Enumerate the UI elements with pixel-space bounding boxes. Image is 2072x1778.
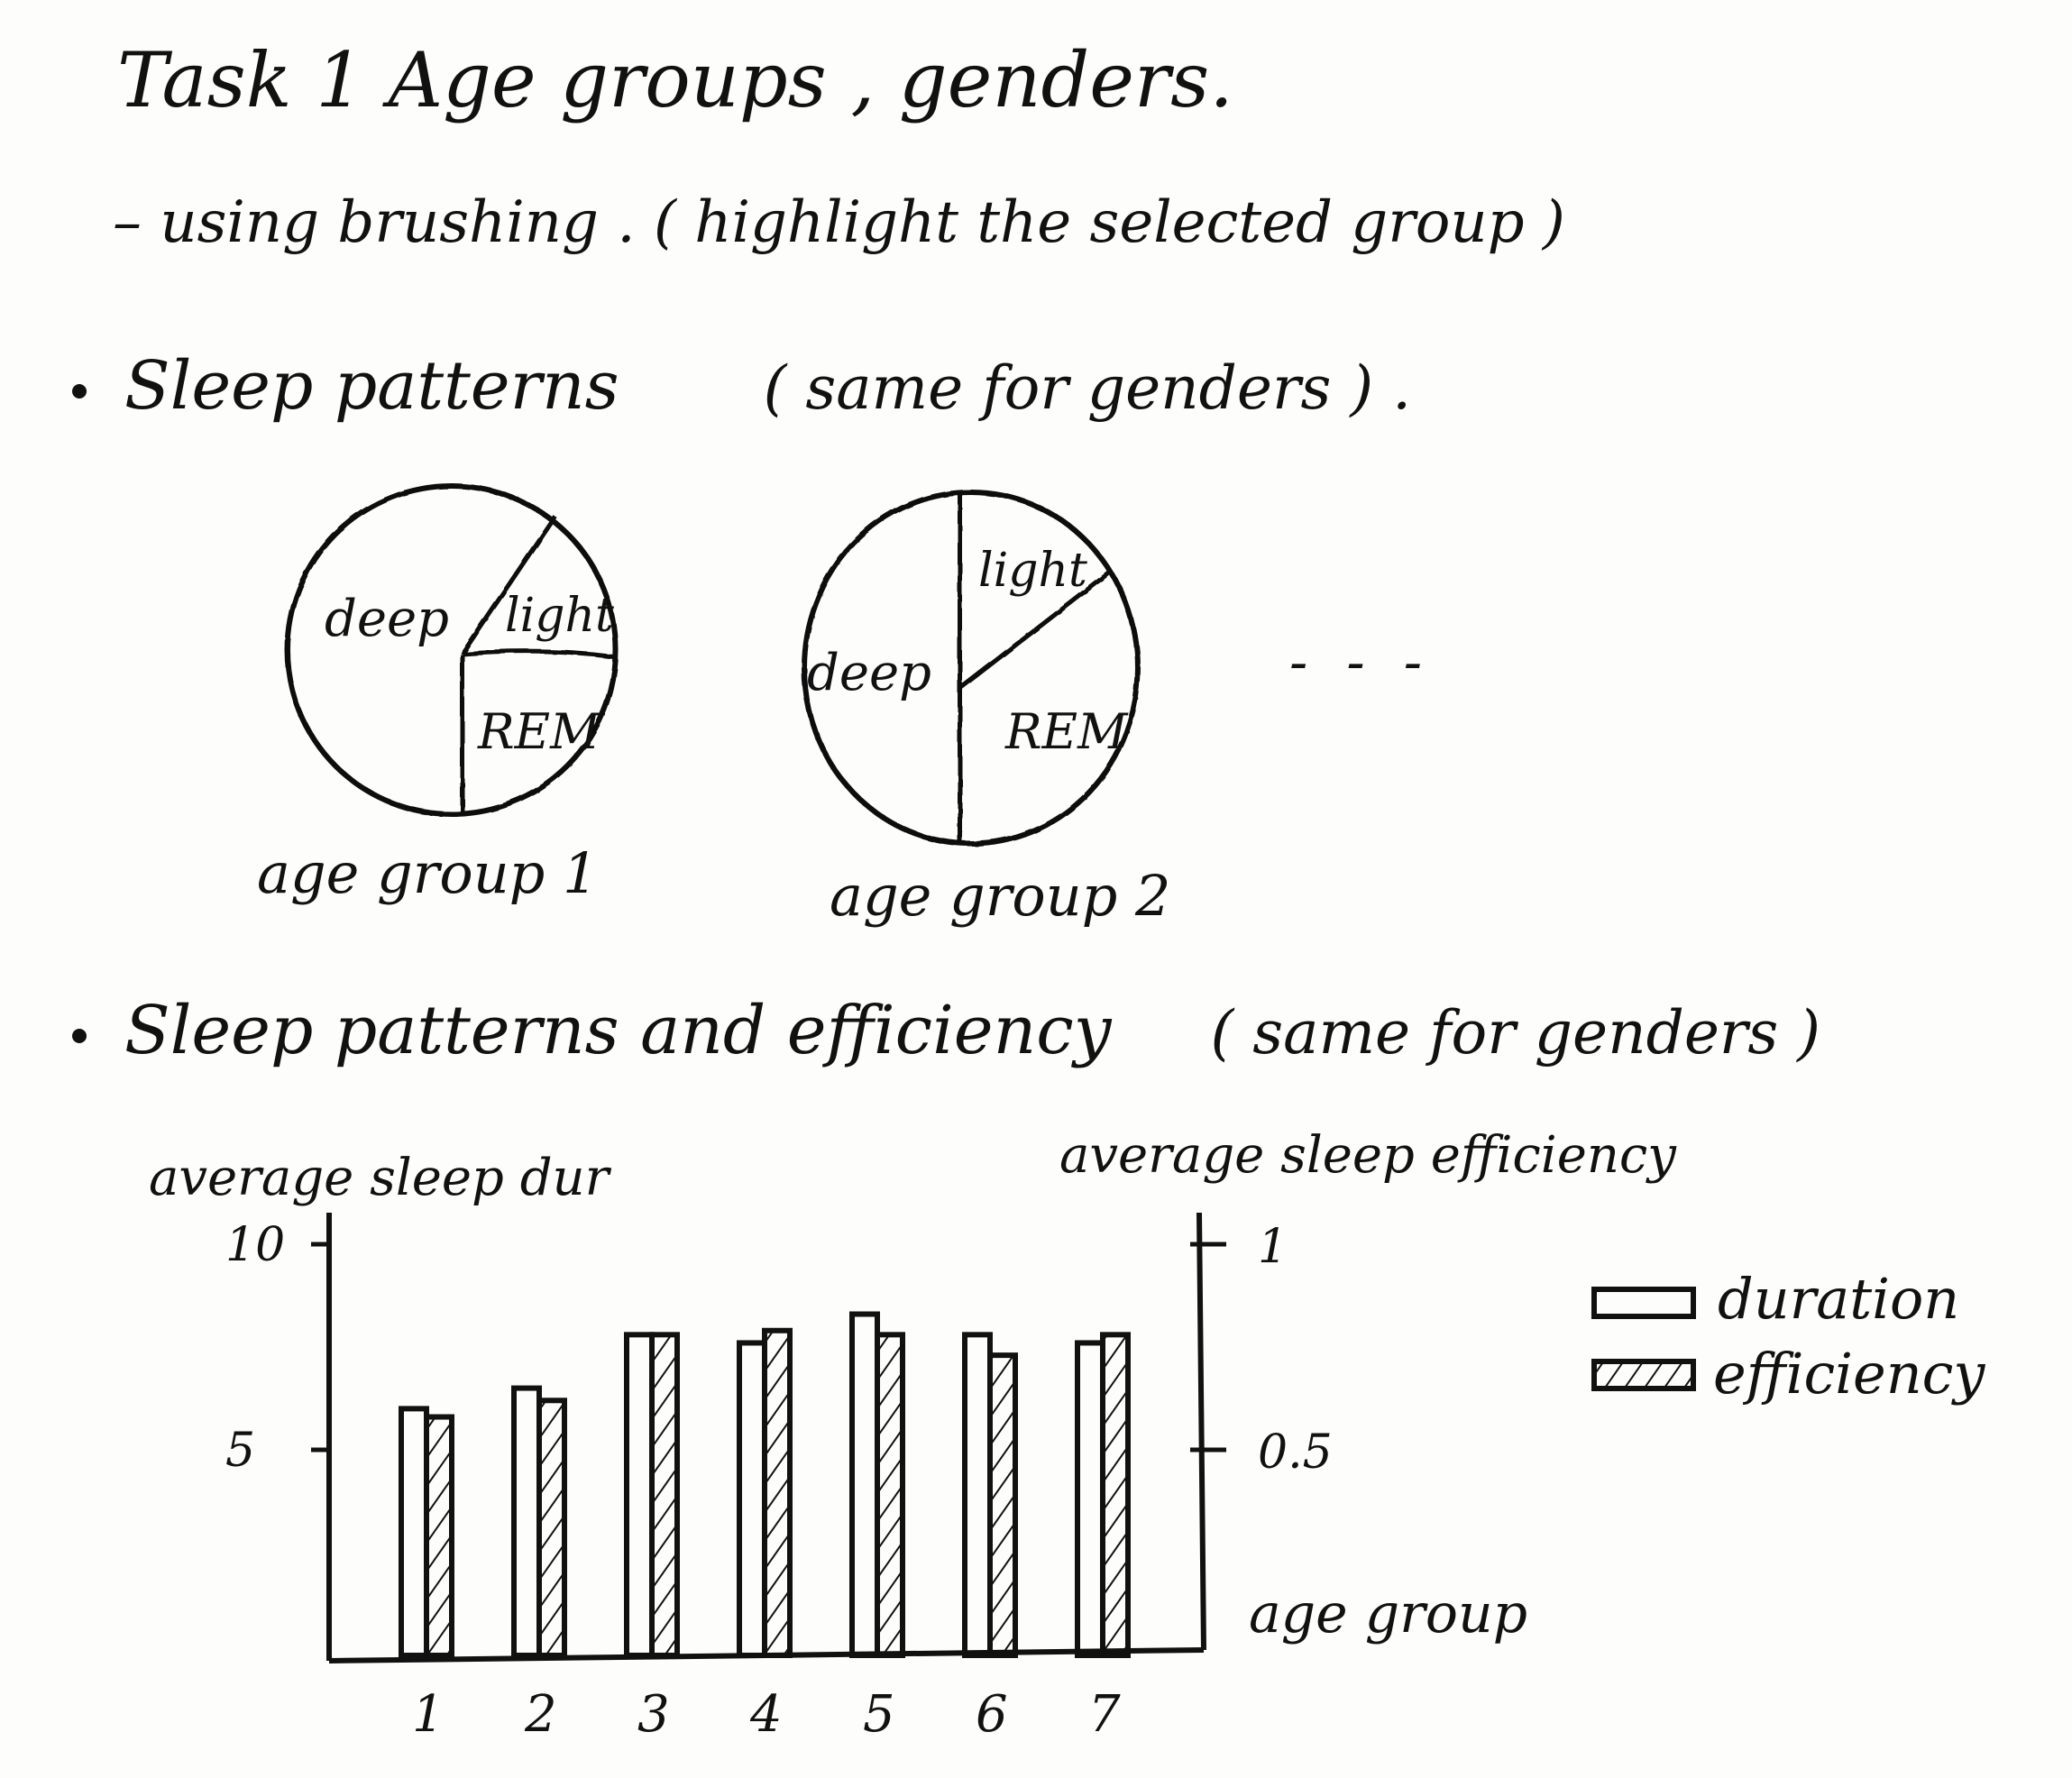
bar-duration [399, 1406, 429, 1659]
pie-age-group-2 [801, 489, 1140, 846]
pie-2-outline [801, 489, 1140, 846]
pie-1-slice-rem: REM [477, 703, 601, 760]
pie-age-group-1 [284, 482, 618, 816]
bar-duration [962, 1332, 993, 1658]
bar-duration [624, 1332, 655, 1658]
pie-1-caption: age group 1 [257, 840, 598, 906]
bar-efficiency [536, 1398, 567, 1659]
bullet-dot [72, 383, 87, 399]
left-axis-label: average sleep dur [149, 1149, 612, 1207]
x-tick-label: 5 [863, 1685, 895, 1744]
pie-2-slice-light: light [978, 544, 1087, 598]
left-tick-label: 5 [225, 1424, 255, 1478]
pie-2-slice-rem: REM [1004, 703, 1129, 760]
x-tick-label: 2 [524, 1685, 557, 1744]
section-sleep-patterns-note: ( same for genders ) . [763, 353, 1412, 423]
bar-efficiency [1100, 1332, 1131, 1658]
legend-label-duration: duration [1718, 1266, 1959, 1332]
page-title: Task 1 Age groups , genders. [117, 36, 1233, 124]
axis-ticks: 10 5 1 0.5 [225, 1218, 1333, 1480]
x-tick-labels: 1 2 3 4 5 6 7 [412, 1685, 1121, 1744]
bullet-dot [72, 1028, 87, 1043]
bar-duration [737, 1340, 767, 1658]
chart-legend: duration efficiency [1591, 1266, 1985, 1407]
pie-2-divider-rem [958, 568, 1113, 689]
section-sleep-patterns-label: Sleep patterns [124, 347, 619, 425]
more-pies-ellipsis: - - - [1289, 631, 1433, 694]
x-tick-label: 1 [412, 1685, 445, 1744]
bar-duration [1075, 1340, 1105, 1658]
pie-1-divider-rem [461, 648, 614, 659]
legend-swatch-duration [1591, 1287, 1696, 1319]
pie-2-caption: age group 2 [830, 863, 1170, 929]
bar-series [399, 1311, 1131, 1659]
pie-2-slice-deep: deep [807, 644, 931, 702]
pie-1-divider-light [459, 514, 557, 655]
right-axis-line [1196, 1212, 1206, 1651]
section-patterns-efficiency-label: Sleep patterns and efficiency [124, 992, 1112, 1069]
x-axis-label: age group [1249, 1582, 1527, 1645]
pie-1-slice-deep: deep [325, 590, 449, 648]
legend-label-efficiency: efficiency [1713, 1341, 1985, 1407]
pie-1-slice-light: light [505, 589, 614, 643]
right-tick-label: 1 [1258, 1220, 1288, 1274]
left-tick-label: 10 [225, 1218, 285, 1272]
bar-duration [849, 1311, 880, 1659]
pie-1-outline [284, 482, 618, 816]
section-patterns-efficiency-note: ( same for genders ) [1210, 998, 1821, 1068]
section-patterns-efficiency: Sleep patterns and efficiency ( same for … [72, 992, 1820, 1069]
x-tick-label: 3 [637, 1685, 670, 1744]
right-axis-label: average sleep efficiency [1059, 1126, 1677, 1185]
right-tick-label: 0.5 [1258, 1425, 1333, 1480]
section-sleep-patterns: Sleep patterns ( same for genders ) . [72, 347, 1411, 425]
x-tick-label: 6 [976, 1685, 1008, 1744]
bar-efficiency [762, 1327, 793, 1658]
x-tick-label: 7 [1088, 1685, 1121, 1744]
x-tick-label: 4 [749, 1685, 783, 1744]
bar-efficiency [987, 1352, 1018, 1658]
pie-charts: deep light REM age group 1 deep light RE… [257, 482, 1170, 929]
bar-duration [511, 1385, 542, 1658]
bar-efficiency [649, 1332, 680, 1658]
brushing-note: – using brushing . ( highlight the selec… [113, 189, 1565, 256]
bar-efficiency [424, 1414, 454, 1659]
bar-efficiency [875, 1332, 905, 1658]
legend-swatch-efficiency [1591, 1359, 1696, 1391]
